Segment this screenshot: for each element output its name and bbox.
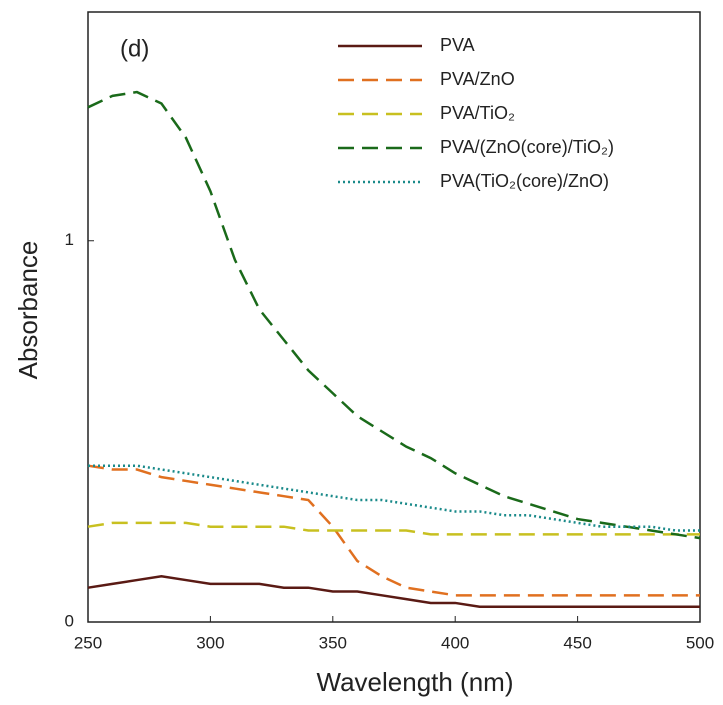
- y-tick-label: 0: [65, 611, 74, 630]
- legend-label: PVA/ZnO: [440, 69, 515, 89]
- y-axis-title: Absorbance: [13, 241, 43, 380]
- x-tick-label: 500: [686, 633, 714, 652]
- x-tick-label: 350: [319, 633, 347, 652]
- series-line: [87, 464, 700, 597]
- legend-label: PVA/TiO₂: [440, 103, 515, 123]
- x-tick-label: 250: [74, 633, 102, 652]
- panel-label: (d): [120, 35, 149, 62]
- legend-label: PVA: [440, 35, 475, 55]
- x-tick-label: 400: [441, 633, 469, 652]
- x-tick-label: 450: [563, 633, 591, 652]
- series-line: [87, 90, 701, 540]
- plot-frame: [87, 11, 701, 623]
- x-axis-title: Wavelength (nm): [317, 667, 514, 697]
- legend-label: PVA/(ZnO(core)/TiO₂): [440, 137, 614, 157]
- series-line: [87, 521, 700, 536]
- y-tick-label: 1: [65, 230, 74, 249]
- legend-label: PVA(TiO₂(core)/ZnO): [440, 171, 609, 191]
- x-tick-label: 300: [196, 633, 224, 652]
- series-line: [87, 574, 700, 608]
- series-line: [88, 464, 700, 532]
